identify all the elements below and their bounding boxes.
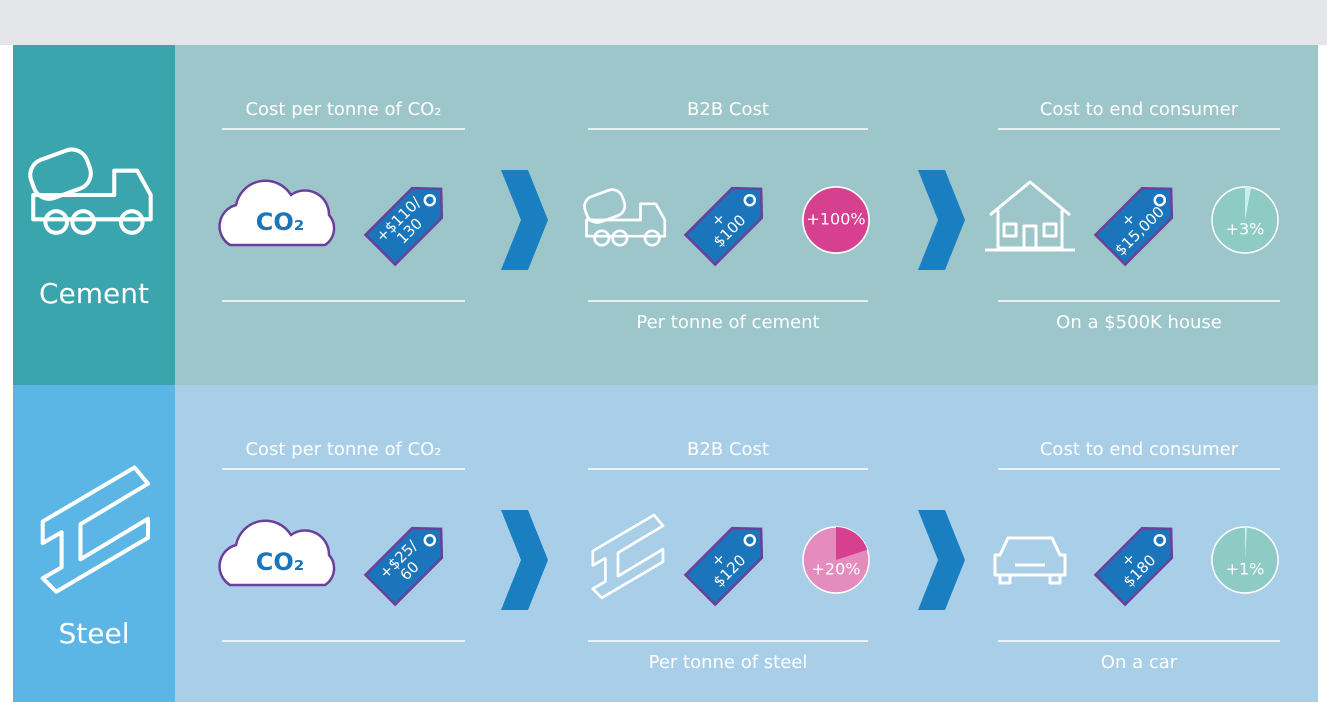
section-name: Cement [39,277,149,310]
truck-icon [583,188,667,247]
co2-cloud [218,519,336,587]
house-icon [985,180,1075,252]
house-window [1002,222,1018,238]
stage-heading: Cost per tonne of CO₂ [245,99,441,120]
badge-slice [802,186,870,254]
beam-icon [591,513,665,600]
price-tag: +$120 [683,526,764,607]
section-name: Steel [59,617,130,650]
truck-wheel [43,209,70,235]
price-tag: +$110/130 [363,186,444,267]
tag-body [683,526,764,607]
beam-outline [591,513,665,600]
stage-heading: B2B Cost [687,439,769,460]
badge-slice [836,527,868,560]
section: Steel Cost per tonne of CO₂ CO₂ +$25/60 B2B … [40,439,1280,673]
stage-heading: Cost per tonne of CO₂ [245,439,441,460]
tag-hole [1153,533,1167,547]
truck-wheel [593,229,611,247]
tag-hole [743,193,757,207]
co2-label: CO₂ [256,208,305,236]
truck-wheel [70,209,97,235]
car-wheel [998,573,1012,585]
tag-body [1093,186,1174,267]
tag-body [363,186,444,267]
stage-caption: Per tonne of steel [649,652,808,673]
beam-icon [40,465,151,594]
truck-wheel [118,209,145,235]
house-window [1042,222,1058,238]
stage-heading: Cost to end consumer [1040,99,1239,120]
badge-label: +3% [1226,220,1265,239]
chevron [918,510,965,610]
tag-hole [743,533,757,547]
house-door [1022,224,1038,250]
tag-hole [1153,193,1167,207]
stage-caption: On a $500K house [1056,312,1222,333]
badge-slice [1245,527,1248,560]
car-wheel [1048,573,1062,585]
section: Cement Cost per tonne of CO₂ CO₂ +$110/130 B… [28,99,1280,333]
price-tag: +$15,000 [1093,186,1174,267]
cement-side [13,45,175,385]
price-tag: +$25/60 [363,526,444,607]
car-body [993,536,1067,577]
tag-hole [423,193,437,207]
chevron [501,170,548,270]
stage-heading: Cost to end consumer [1040,439,1239,460]
badge-label: +20% [812,560,861,579]
top-band [0,0,1327,45]
beam-outline [40,465,151,594]
car-icon [993,536,1067,585]
truck-icon [28,147,153,235]
house-roof [989,180,1071,217]
chevron [918,170,965,270]
tag-hole [423,533,437,547]
tag-body [683,186,764,267]
co2-label: CO₂ [256,548,305,576]
truck-wheel [611,229,629,247]
stage-caption: On a car [1101,652,1178,673]
co2-cloud [218,179,336,247]
truck-cab [31,168,153,222]
steel-side [13,385,175,702]
tag-body [363,526,444,607]
stage-heading: B2B Cost [687,99,769,120]
badge-slice [1245,187,1252,220]
truck-cab [585,202,667,238]
tag-body [1093,526,1174,607]
chevron [501,510,548,610]
truck-wheel [643,229,661,247]
badge-label: +100% [806,210,865,229]
badge-label: +1% [1226,560,1265,579]
stage-caption: Per tonne of cement [636,312,819,333]
